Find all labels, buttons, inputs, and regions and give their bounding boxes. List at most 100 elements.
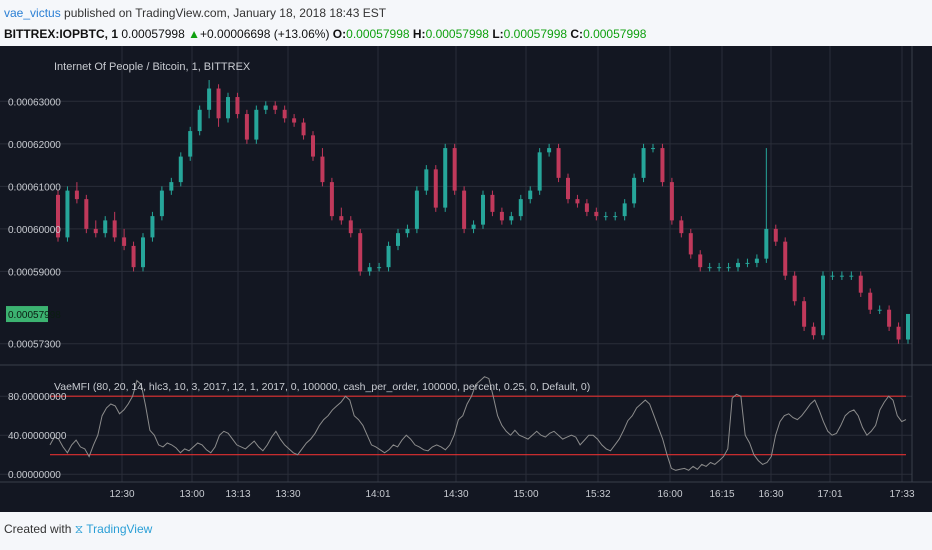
mfi-pane-title: VaeMFI (80, 20, 14, hlc3, 10, 3, 2017, 1… [54, 381, 590, 393]
candle-body [613, 216, 618, 218]
candle-body [452, 148, 457, 191]
candle-body [414, 190, 419, 229]
candle-body [159, 190, 164, 217]
price-tick-label: 0.00059000 [8, 267, 61, 278]
candle-body [169, 182, 174, 191]
chart-svg[interactable]: 0.00063000 0.00062000 0.00061000 0.00060000… [0, 46, 932, 512]
publish-line: vae_victus published on TradingView.com,… [4, 6, 386, 20]
candle-body [877, 309, 882, 311]
price-tick-label: 0.00061000 [8, 182, 61, 193]
candle-body [547, 148, 552, 153]
candle-body [726, 267, 731, 269]
time-tick-label: 14:01 [365, 489, 390, 500]
candle-body [518, 199, 523, 217]
publisher-link[interactable]: vae_victus [4, 6, 61, 20]
candle-body [112, 220, 117, 238]
candle-body [717, 267, 722, 269]
low-value: 0.00057998 [503, 27, 568, 41]
candle-body [178, 156, 183, 183]
time-tick-label: 13:00 [179, 489, 204, 500]
candle-body [244, 114, 249, 140]
candle-body [74, 190, 79, 200]
candle-body [150, 216, 155, 238]
mfi-series [49, 376, 907, 471]
open-label: O: [332, 27, 347, 41]
mfi-line [49, 376, 907, 471]
candle-body [537, 152, 542, 191]
candle-body [188, 131, 193, 157]
created-with-text: Created with [4, 522, 72, 536]
time-scale: 12:30 13:00 13:13 13:30 14:01 14:30 15:00 15:32… [109, 489, 914, 500]
candle-body [575, 199, 580, 204]
candle-body [594, 211, 599, 217]
candle-body [424, 169, 429, 191]
candle-body [566, 177, 570, 200]
candle-body [698, 254, 703, 268]
candle-body [764, 228, 769, 259]
candle-body [433, 169, 438, 208]
close-value: 0.00057998 [583, 27, 647, 41]
candle-body [462, 190, 467, 229]
price-tick-label: 0.00060000 [8, 225, 61, 236]
candle-body [688, 233, 693, 255]
price-tick-label: 0.00063000 [8, 97, 61, 108]
candle-body [830, 275, 835, 277]
tradingview-logo-icon: ⧖ [74, 522, 84, 536]
candle-body [396, 233, 400, 246]
candle-body [754, 258, 759, 263]
candle-body [745, 262, 750, 264]
candle-body [56, 194, 60, 238]
candle-body [736, 262, 740, 268]
current-price-label: 0.00057998 [8, 310, 61, 321]
tradingview-brand[interactable]: TradingView [86, 522, 153, 536]
candle-body [707, 267, 712, 269]
footer [0, 512, 932, 550]
price-tick-label: 0.00057300 [8, 340, 61, 351]
high-label: H: [412, 27, 426, 41]
candle-body [235, 97, 240, 115]
candle-body [679, 220, 684, 234]
candle-body [65, 190, 70, 238]
x-grid [121, 46, 903, 482]
candle-body [358, 233, 363, 272]
candle-body [367, 267, 372, 272]
quote-line: BITTREX:IOPBTC, 1 0.00057998 ▲+0.0000669… [4, 27, 646, 41]
current-price-marker [6, 306, 48, 323]
candle-body [386, 245, 391, 268]
time-tick-label: 13:30 [275, 489, 300, 500]
close-label: C: [570, 27, 584, 41]
candle-body [263, 105, 268, 110]
created-with: Created with ⧖ TradingView [4, 522, 152, 537]
candle-body [226, 97, 230, 119]
candle-body [906, 313, 910, 340]
candle-body [131, 245, 136, 268]
candle-body [669, 182, 674, 221]
candle-body [122, 237, 127, 246]
candle-body [93, 228, 98, 234]
candle-body [584, 203, 589, 212]
candle-body [273, 105, 278, 110]
last-price: 0.00057998 [121, 27, 185, 41]
candle-body [443, 148, 448, 208]
chart-area[interactable]: 0.00063000 0.00062000 0.00061000 0.00060000… [0, 46, 932, 512]
candle-body [207, 88, 212, 110]
published-text: published on TradingView.com, January 18… [64, 6, 387, 20]
candle-body [103, 220, 108, 234]
candle-body [603, 216, 608, 218]
low-label: L: [492, 27, 504, 41]
mfi-tick-label: 80.00000000 [8, 392, 67, 403]
candle-body [858, 275, 863, 293]
up-arrow-icon: ▲ [188, 27, 200, 41]
candle-body [773, 228, 778, 242]
candle-body [471, 224, 476, 229]
candle-body [282, 109, 287, 119]
candle-body [339, 216, 344, 221]
time-tick-label: 15:32 [585, 489, 610, 500]
candle-body [556, 148, 561, 178]
candle-body [528, 190, 533, 200]
candle-body [292, 118, 297, 123]
candle-body [329, 182, 334, 217]
candle-body [197, 109, 202, 132]
time-tick-label: 14:30 [443, 489, 468, 500]
time-tick-label: 16:30 [758, 489, 783, 500]
